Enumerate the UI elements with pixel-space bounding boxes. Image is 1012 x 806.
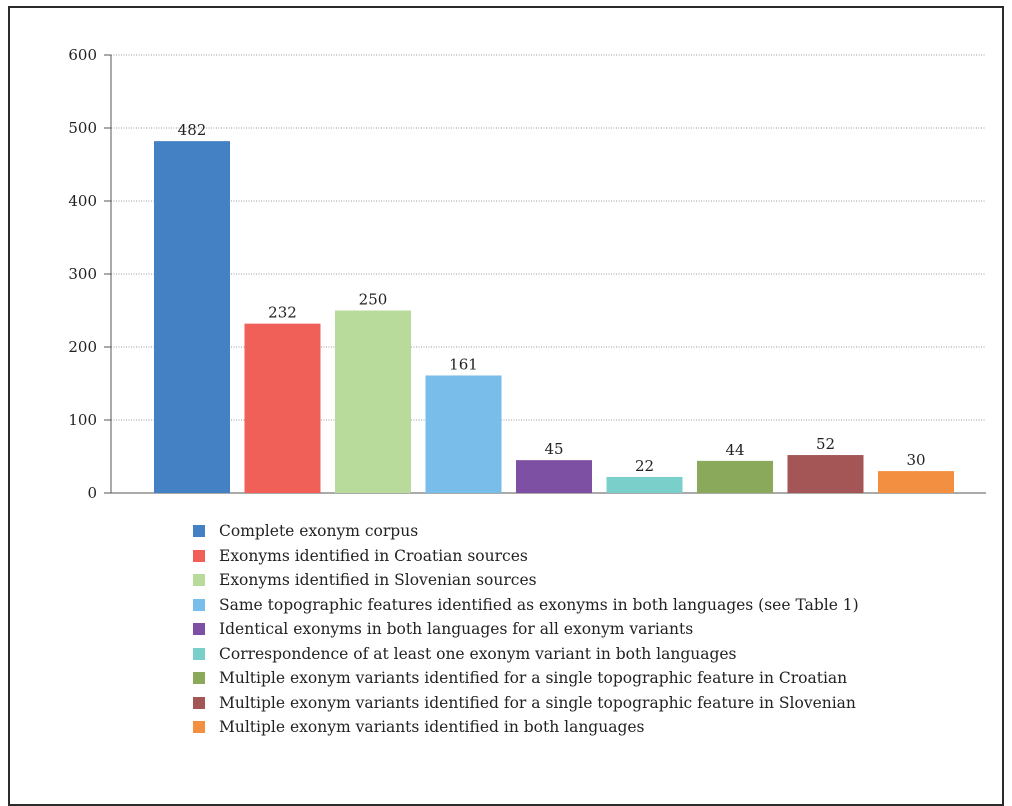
bar-4 [425,375,502,493]
data-label-2: 232 [268,304,297,322]
bar-8 [787,455,864,493]
y-tick-label-400: 400 [68,192,97,210]
y-tick-label-300: 300 [68,265,97,283]
legend-item-1: Complete exonym corpus [193,519,859,544]
legend-swatch-5 [193,623,205,636]
legend-item-9: Multiple exonym variants identified in b… [193,715,859,740]
data-label-3: 250 [359,291,388,309]
legend-label-5: Identical exonyms in both languages for … [219,620,694,639]
legend-swatch-1 [193,525,205,538]
legend-label-6: Correspondence of at least one exonym va… [219,644,737,663]
legend-label-2: Exonyms identified in Croatian sources [219,546,528,565]
y-tick-label-200: 200 [68,338,97,356]
data-label-5: 45 [544,440,563,458]
legend-swatch-3 [193,574,205,587]
legend-item-2: Exonyms identified in Croatian sources [193,544,859,569]
y-tick-label-0: 0 [87,484,97,502]
data-label-1: 482 [178,121,207,139]
data-label-7: 44 [725,441,744,459]
legend-swatch-8 [193,696,205,709]
legend-item-5: Identical exonyms in both languages for … [193,617,859,642]
legend-swatch-6 [193,647,205,660]
bar-9 [878,471,954,493]
gridlines [111,54,986,421]
legend-swatch-4 [193,598,205,611]
bar-6 [606,476,683,493]
bar-7 [697,460,773,493]
legend-item-8: Multiple exonym variants identified for … [193,691,859,716]
legend-item-3: Exonyms identified in Slovenian sources [193,568,859,593]
y-tick-label-600: 600 [68,46,97,64]
data-label-8: 52 [816,435,835,453]
legend-item-6: Correspondence of at least one exonym va… [193,642,859,667]
bars [154,141,954,493]
y-tick-label-100: 100 [68,411,97,429]
bar-3 [335,310,411,493]
bar-5 [516,460,592,493]
data-label-4: 161 [449,355,478,373]
bar-2 [244,323,321,493]
legend-label-9: Multiple exonym variants identified in b… [219,718,645,737]
legend-swatch-9 [193,721,205,734]
data-label-6: 22 [635,457,654,475]
bar-1 [154,141,230,493]
legend-label-8: Multiple exonym variants identified for … [219,693,856,712]
legend-label-1: Complete exonym corpus [219,522,419,541]
legend-swatch-2 [193,549,205,562]
legend-label-4: Same topographic features identified as … [219,595,859,614]
data-labels: 482 232 250 161 45 22 44 52 30 [178,121,926,475]
legend-item-7: Multiple exonym variants identified for … [193,666,859,691]
data-label-9: 30 [906,451,925,469]
legend: Complete exonym corpus Exonyms identified… [193,519,859,740]
legend-swatch-7 [193,672,205,685]
legend-item-4: Same topographic features identified as … [193,593,859,618]
y-tick-label-500: 500 [68,119,97,137]
legend-label-3: Exonyms identified in Slovenian sources [219,571,537,590]
legend-label-7: Multiple exonym variants identified for … [219,669,848,688]
